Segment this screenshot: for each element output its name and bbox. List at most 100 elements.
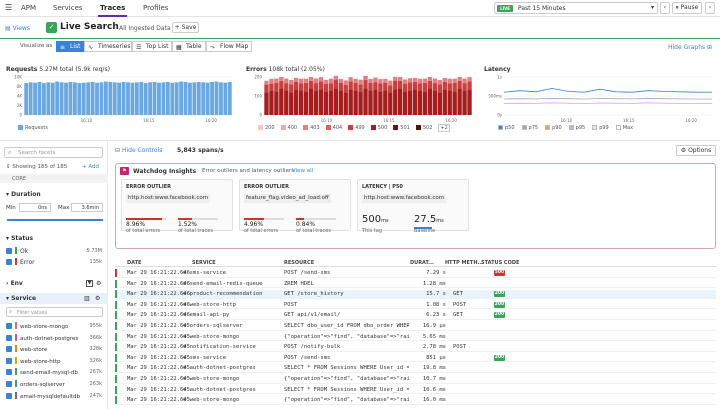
service-item[interactable]: web-store-mongo 955k (6, 322, 102, 330)
table-row[interactable]: Mar 29 16:21:22.646 ⚙ product-recommendat… (115, 290, 716, 299)
service-item[interactable]: web-store 328k (6, 345, 102, 353)
service-item[interactable]: orders-sqlserver 263k (6, 380, 102, 388)
max-input[interactable]: 3.6min (71, 203, 103, 212)
table-row[interactable]: Mar 29 16:21:22.645 ⚙ web-store-mongo {"op… (115, 375, 716, 384)
column-header[interactable]: DATE (127, 260, 142, 266)
request-bar (139, 81, 144, 115)
table-row[interactable]: Mar 29 16:21:22.646 ⚙ sms-service POST /se… (115, 269, 716, 278)
row-service: ⚙ sms-service (183, 355, 278, 361)
table-row[interactable]: Mar 29 16:21:22.646 ⚙ web-store-http POST 1… (115, 300, 716, 310)
service-facet-header[interactable]: ▾ Service ▥ ⚙ (0, 293, 108, 304)
column-header[interactable]: RESOURCE (284, 260, 315, 266)
legend-item[interactable]: p75 (521, 125, 538, 131)
latency-chart[interactable]: 1s 500ms 0s 16:10 16:15 16:20 (484, 75, 716, 123)
column-header[interactable]: SERVICE (192, 260, 216, 266)
table-row[interactable]: Mar 29 16:21:22.645 ⚙ orders-sqlserver SEL… (115, 322, 716, 331)
service-item[interactable]: email-mysqldefaultdb 247k (6, 391, 102, 400)
checkbox[interactable] (6, 392, 12, 399)
service-chart-icon[interactable]: ▥ (84, 295, 90, 302)
table-row[interactable]: Mar 29 16:21:22.645 ⚙ web-store-mongo {"op… (115, 396, 716, 405)
legend-item[interactable]: 404 (325, 125, 342, 131)
tab-flow-map[interactable]: ⤳ Flow Map (206, 41, 252, 52)
insight-card[interactable]: ERROR OUTLIER feature_flag.video_ad_load:… (239, 179, 351, 234)
requests-chart[interactable]: 10K 8K 4K 2K 0 16:10 16:15 16:20 (4, 75, 236, 123)
table-row[interactable]: Mar 29 16:21:22.645 ⚙ auth-dotnet-postgre… (115, 385, 716, 395)
legend-item[interactable]: 500 (370, 125, 387, 131)
nav-services[interactable]: Services (53, 4, 83, 12)
env-filter-icon[interactable]: ▼ (86, 280, 93, 287)
hide-controls-button[interactable]: ⊟ Hide Controls (115, 147, 162, 154)
checkbox[interactable] (6, 259, 12, 265)
service-settings-icon[interactable]: ⚙ (95, 295, 101, 302)
errors-chart[interactable]: 200 100 0 16:10 16:15 16:20 (244, 75, 476, 123)
legend-item[interactable]: 499 (348, 125, 365, 131)
checkbox[interactable] (6, 248, 12, 254)
table-row[interactable]: Mar 29 16:21:22.646 ⚙ email-api-py GET api… (115, 311, 716, 320)
table-row[interactable]: Mar 29 16:21:22.645 ⚙ web-store-mongo {"op… (115, 332, 716, 342)
pause-icon: ⏸ (675, 4, 679, 11)
add-facet-button[interactable]: + Add (82, 164, 100, 170)
table-row[interactable]: Mar 29 16:21:22.646 ⚙ send-email-redis-qu… (115, 279, 716, 289)
checkbox[interactable] (6, 369, 12, 376)
y-tick-label: 200 (254, 75, 262, 80)
search-facets-input[interactable]: ⌕ Search facets (4, 147, 103, 158)
legend-item[interactable]: 403 (303, 125, 320, 131)
error-bar (407, 82, 413, 91)
tab-timeseries[interactable]: ∿ Timeseries (84, 41, 132, 52)
error-bar (437, 84, 442, 93)
legend-item[interactable]: Max (615, 125, 633, 131)
table-row[interactable]: Mar 29 16:21:22.645 ⚙ notification-servic… (115, 343, 716, 352)
status-item[interactable]: Error 135k (6, 258, 102, 266)
legend-item[interactable]: +2 (438, 124, 450, 132)
checkbox[interactable] (6, 334, 12, 341)
column-header[interactable]: DURAT... (410, 260, 434, 266)
legend-item[interactable]: 502 (415, 125, 432, 131)
insight-card[interactable]: LATENCY | P50 http.host:www.facebook.com 5… (357, 179, 469, 234)
tab-table[interactable]: ▦ Table (172, 41, 206, 52)
insight-pct-a: 8.96% (126, 221, 146, 228)
status-item[interactable]: Ok 5.73M (6, 247, 102, 255)
duration-facet-header[interactable]: ▾ Duration (6, 191, 41, 198)
forward-button[interactable]: › (705, 2, 715, 14)
duration-slider[interactable] (7, 219, 103, 221)
service-item[interactable]: auth-dotnet-postgres 366k (6, 333, 102, 342)
checkbox[interactable] (6, 381, 12, 387)
views-button[interactable]: ▤ Views (5, 25, 30, 32)
service-item[interactable]: send-email-mysql-db 267k (6, 368, 102, 376)
legend-item[interactable]: 200 (258, 125, 275, 131)
column-header[interactable]: HTTP METH... (445, 260, 484, 266)
menu-icon[interactable]: ☰ (5, 3, 13, 12)
insight-card[interactable]: ERROR OUTLIER http.host:www.facebook.com 8… (121, 179, 233, 234)
column-header[interactable]: STATUS CODE (481, 260, 520, 266)
legend-item[interactable]: p90 (545, 125, 562, 131)
table-row[interactable]: Mar 29 16:21:22.645 ⚙ auth-dotnet-postgre… (115, 364, 716, 373)
time-picker[interactable]: LIVE Past 15 Minutes ▾ (494, 2, 658, 14)
nav-profiles[interactable]: Profiles (143, 4, 169, 12)
legend-item[interactable]: 501 (393, 125, 410, 131)
checkbox[interactable] (6, 346, 12, 353)
view-all-link[interactable]: View all (292, 168, 314, 174)
env-facet-header[interactable]: › Env (6, 280, 23, 287)
collapse-all-icon[interactable]: ⇕ (6, 164, 11, 170)
checkbox[interactable] (6, 357, 12, 364)
legend-item[interactable]: p50 (498, 125, 515, 131)
status-facet-header[interactable]: ▾ Status (6, 235, 34, 242)
tab-list[interactable]: ≡ List (56, 41, 84, 52)
error-bar (274, 82, 279, 92)
filter-values-input[interactable]: ⌕ Filter values (6, 307, 103, 317)
legend-item[interactable]: p95 (568, 125, 585, 131)
env-settings-icon[interactable]: ⚙ (96, 280, 102, 287)
legend-item[interactable]: 400 (280, 125, 297, 131)
min-input[interactable]: 0ns (19, 203, 51, 212)
legend-item[interactable]: p99 (592, 125, 609, 131)
service-item[interactable]: web-store-http 326k (6, 356, 102, 365)
nav-traces[interactable]: Traces (97, 4, 128, 17)
checkbox[interactable] (6, 323, 12, 329)
options-button[interactable]: ⚙ Options (676, 145, 716, 156)
back-button[interactable]: ‹ (660, 2, 670, 14)
table-row[interactable]: Mar 29 16:21:22.645 ⚙ sms-service POST /se… (115, 353, 716, 363)
hide-graphs-link[interactable]: Hide Graphs ⊞ (668, 44, 712, 51)
save-button[interactable]: + Save (172, 22, 199, 33)
tab-top-list[interactable]: ☰ Top List (132, 41, 172, 52)
pause-button[interactable]: ⏸ Pause (672, 2, 702, 14)
